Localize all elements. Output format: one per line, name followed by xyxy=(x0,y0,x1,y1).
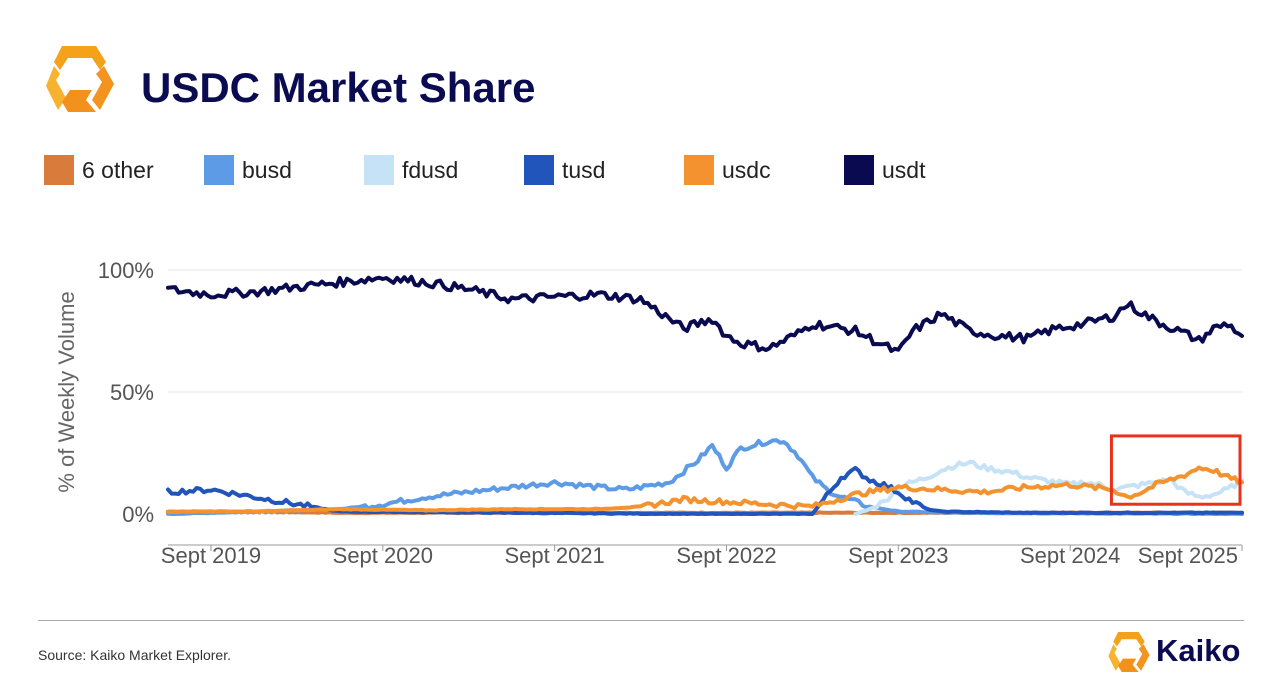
y-tick-label: 0% xyxy=(122,502,154,527)
y-tick-label: 50% xyxy=(110,380,154,405)
legend-item-usdc: usdc xyxy=(684,155,771,185)
series-line-usdc xyxy=(166,465,1244,514)
x-tick-label: Sept 2022 xyxy=(676,543,776,568)
highlight-box xyxy=(1109,434,1242,506)
x-tick-label: Sept 2025 xyxy=(1138,543,1238,568)
legend-item-fdusd: fdusd xyxy=(364,155,458,185)
legend-label: busd xyxy=(242,156,292,183)
series-line-usdt xyxy=(166,274,1244,353)
footer-divider xyxy=(38,620,1244,621)
x-tick-label: Sept 2024 xyxy=(1020,543,1120,568)
page-title: USDC Market Share xyxy=(141,64,536,111)
series-line-tusd xyxy=(166,465,1244,516)
legend-item-6-other: 6 other xyxy=(44,155,154,185)
kaiko-mark-icon xyxy=(1108,632,1150,672)
legend-swatch xyxy=(204,155,234,185)
legend-label: tusd xyxy=(562,156,606,183)
x-tick-label: Sept 2023 xyxy=(848,543,948,568)
brand-logo: Kaiko xyxy=(1106,630,1256,674)
legend-swatch xyxy=(684,155,714,185)
brand-name: Kaiko xyxy=(1156,633,1241,668)
legend-label: usdt xyxy=(882,156,926,183)
series-line-fdusd xyxy=(853,459,1244,516)
legend-label: usdc xyxy=(722,156,771,183)
kaiko-logo-icon xyxy=(46,46,114,112)
legend-swatch xyxy=(44,155,74,185)
y-tick-label: 100% xyxy=(98,258,154,283)
legend-swatch xyxy=(524,155,554,185)
x-tick-label: Sept 2021 xyxy=(504,543,604,568)
legend-swatch xyxy=(364,155,394,185)
source-note: Source: Kaiko Market Explorer. xyxy=(38,647,231,663)
legend-swatch xyxy=(844,155,874,185)
legend-label: fdusd xyxy=(402,156,459,183)
legend-item-usdt: usdt xyxy=(844,155,925,185)
legend-item-busd: busd xyxy=(204,155,292,185)
legend-label: 6 other xyxy=(82,156,154,183)
series-line-busd xyxy=(166,438,1244,516)
y-axis-title: % of Weekly Volume xyxy=(54,291,79,492)
x-tick-label: Sept 2020 xyxy=(333,543,433,568)
x-tick-label: Sept 2019 xyxy=(161,543,261,568)
line-chart: % of Weekly Volume 0% 50% 100% Sept 2019 Sept… xyxy=(54,258,1244,568)
legend-item-tusd: tusd xyxy=(524,155,605,185)
